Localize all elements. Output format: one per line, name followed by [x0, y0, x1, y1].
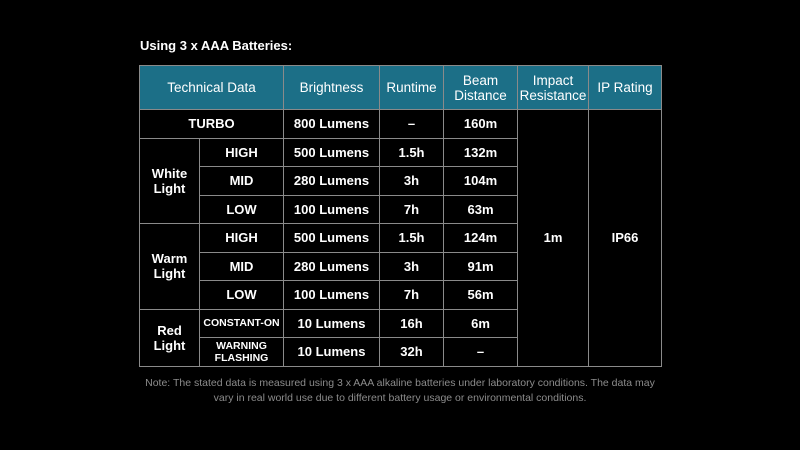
- table-row: LOW 100 Lumens 7h 63m: [140, 194, 662, 224]
- mode-cell: HIGH: [199, 137, 284, 167]
- header-technical-data: Technical Data: [139, 65, 284, 110]
- runtime-cell: 7h: [379, 280, 444, 310]
- header-runtime: Runtime: [379, 65, 444, 110]
- table-row: LOW 100 Lumens 7h 56m: [140, 280, 662, 310]
- beam-distance-cell: 124m: [443, 223, 518, 253]
- mode-cell: WARNING FLASHING: [199, 337, 284, 367]
- brightness-cell: 500 Lumens: [283, 223, 380, 253]
- table-caption: Using 3 x AAA Batteries:: [140, 38, 293, 53]
- footnote: Note: The stated data is measured using …: [145, 377, 655, 404]
- runtime-cell: 16h: [379, 308, 444, 338]
- brightness-cell: 100 Lumens: [283, 280, 380, 310]
- brightness-cell: 280 Lumens: [283, 166, 380, 196]
- header-ip-rating: IP Rating: [588, 65, 662, 110]
- brightness-cell: 10 Lumens: [283, 308, 380, 338]
- runtime-cell: 3h: [379, 251, 444, 281]
- mode-cell: CONSTANT-ON: [199, 308, 284, 338]
- brightness-cell: 280 Lumens: [283, 251, 380, 281]
- mode-cell: TURBO: [139, 109, 284, 139]
- table-row: Red Light CONSTANT-ON 10 Lumens 16h 6m: [139, 308, 662, 367]
- header-impact-resistance: Impact Resistance: [517, 65, 589, 110]
- runtime-cell: 1.5h: [379, 137, 444, 167]
- mode-cell: MID: [199, 251, 284, 281]
- runtime-cell: –: [379, 109, 444, 139]
- table-row: TURBO 800 Lumens – 160m 1m IP66: [139, 109, 662, 367]
- beam-distance-cell: 132m: [443, 137, 518, 167]
- runtime-cell: 32h: [379, 337, 444, 367]
- table-row: White Light HIGH 500 Lumens 1.5h 132m: [139, 137, 662, 224]
- beam-distance-cell: –: [443, 337, 518, 367]
- mode-cell: HIGH: [199, 223, 284, 253]
- brightness-cell: 10 Lumens: [283, 337, 380, 367]
- group-warm-light: Warm Light: [139, 223, 200, 310]
- header-beam-distance: Beam Distance: [443, 65, 518, 110]
- table-row: WARNING FLASHING 10 Lumens 32h –: [140, 337, 662, 367]
- table-row: Warm Light HIGH 500 Lumens 1.5h 124m: [139, 223, 662, 310]
- runtime-cell: 3h: [379, 166, 444, 196]
- ip-rating-cell: IP66: [588, 109, 662, 367]
- table-header-row: Technical Data Brightness Runtime Beam D…: [139, 65, 662, 110]
- brightness-cell: 800 Lumens: [283, 109, 380, 139]
- beam-distance-cell: 63m: [443, 194, 518, 224]
- technical-data-table: Technical Data Brightness Runtime Beam D…: [139, 65, 662, 367]
- runtime-cell: 1.5h: [379, 223, 444, 253]
- mode-cell: LOW: [199, 280, 284, 310]
- mode-cell: LOW: [199, 194, 284, 224]
- beam-distance-cell: 91m: [443, 251, 518, 281]
- beam-distance-cell: 6m: [443, 308, 518, 338]
- beam-distance-cell: 104m: [443, 166, 518, 196]
- header-brightness: Brightness: [283, 65, 380, 110]
- brightness-cell: 100 Lumens: [283, 194, 380, 224]
- table-row: MID 280 Lumens 3h 91m: [140, 251, 662, 281]
- mode-cell: MID: [199, 166, 284, 196]
- impact-resistance-cell: 1m: [517, 109, 589, 367]
- group-red-light: Red Light: [139, 308, 200, 367]
- beam-distance-cell: 56m: [443, 280, 518, 310]
- beam-distance-cell: 160m: [443, 109, 518, 139]
- runtime-cell: 7h: [379, 194, 444, 224]
- brightness-cell: 500 Lumens: [283, 137, 380, 167]
- group-white-light: White Light: [139, 137, 200, 224]
